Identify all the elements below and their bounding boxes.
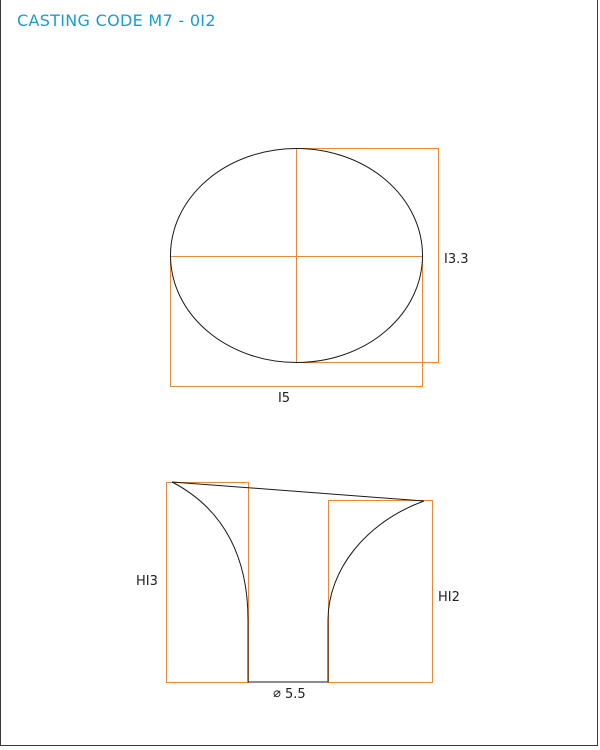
drawing-title: CASTING CODE M7 - 0I2 bbox=[17, 11, 216, 30]
right-height-label: HI2 bbox=[438, 590, 460, 605]
depth-dimension-box bbox=[296, 148, 439, 363]
left-height-dimension-box bbox=[166, 482, 249, 683]
diameter-label: 5.5 bbox=[285, 687, 306, 702]
width-dimension-label: I5 bbox=[278, 391, 290, 406]
diameter-symbol-icon: ⌀ bbox=[273, 686, 281, 701]
right-height-dimension-box bbox=[328, 500, 433, 683]
casting-side-profile bbox=[171, 481, 425, 683]
top-view: I5 I3.3 bbox=[170, 148, 469, 406]
left-height-label: HI3 bbox=[136, 574, 158, 589]
depth-dimension-label: I3.3 bbox=[444, 252, 469, 267]
side-view: HI3 HI2 ⌀ 5.5 bbox=[136, 481, 460, 702]
casting-top-outline bbox=[170, 148, 423, 363]
